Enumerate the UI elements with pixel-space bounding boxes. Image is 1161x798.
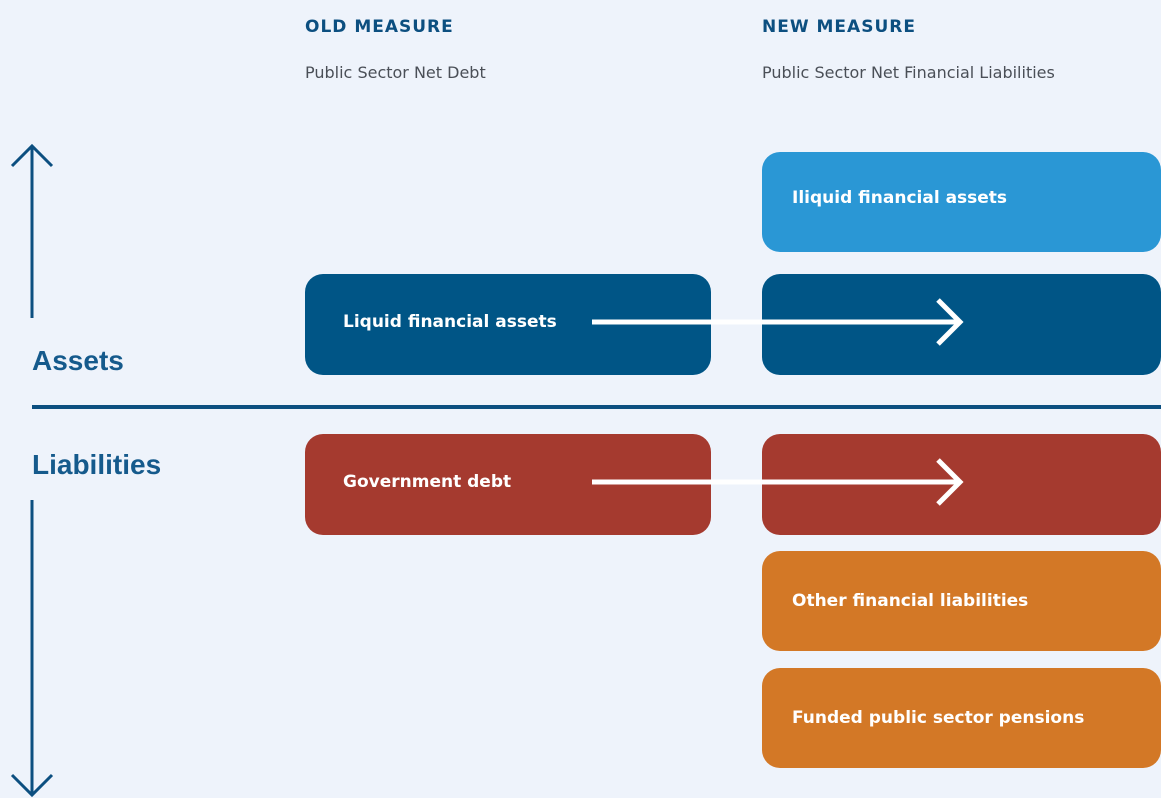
column-heading: NEW MEASURE [762, 17, 916, 37]
down-arrow [10, 500, 54, 798]
box-label: Iliquid financial assets [792, 188, 1007, 208]
box [762, 668, 1161, 768]
box [305, 434, 711, 535]
column-heading: OLD MEASURE [305, 17, 454, 37]
box [305, 274, 711, 375]
box-label: Funded public sector pensions [792, 708, 1084, 728]
column-subheading: Public Sector Net Debt [305, 63, 486, 82]
axis-label: Liabilities [32, 449, 161, 480]
column-subheading: Public Sector Net Financial Liabilities [762, 63, 1055, 82]
arrow [592, 458, 964, 506]
up-arrow [10, 143, 54, 318]
box [762, 434, 1161, 535]
axis-label: Assets [32, 345, 124, 376]
box-label: Government debt [343, 472, 511, 492]
box-label: Other financial liabilities [792, 591, 1028, 611]
box-label: Liquid financial assets [343, 312, 557, 332]
box [762, 274, 1161, 375]
box [762, 551, 1161, 651]
box [762, 152, 1161, 252]
arrow [592, 298, 964, 346]
